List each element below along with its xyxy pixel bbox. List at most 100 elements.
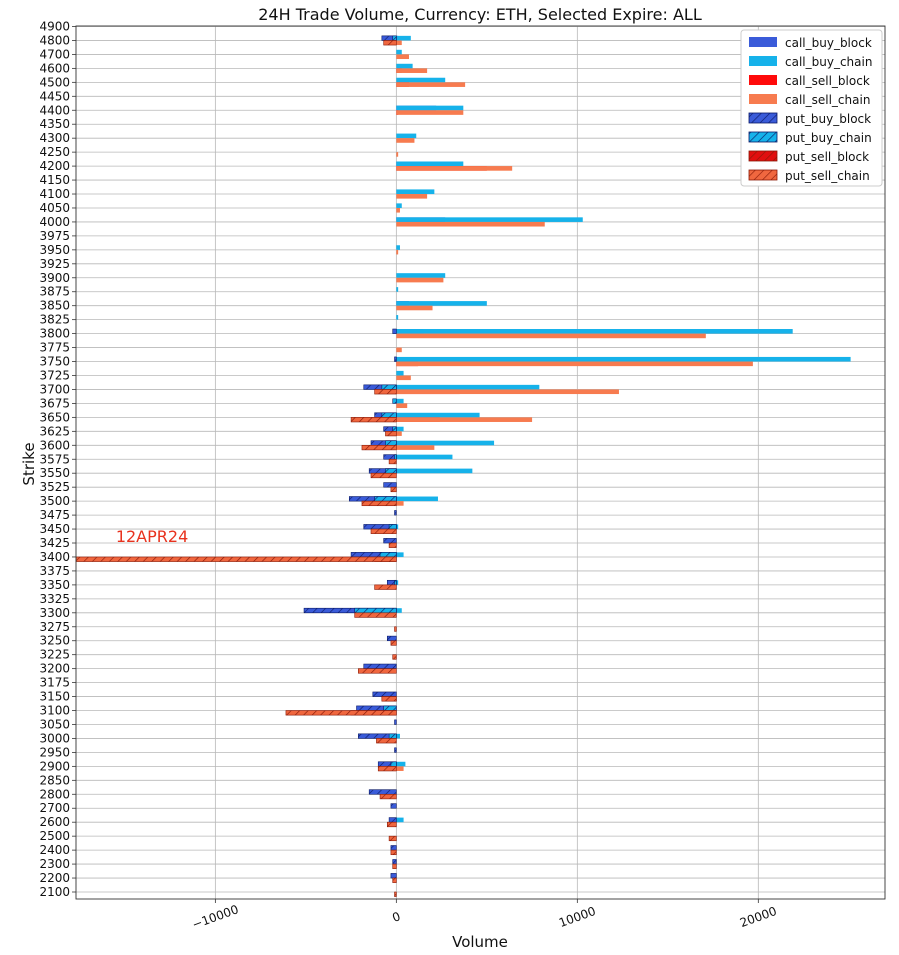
- y-tick-label: 3800: [39, 327, 70, 341]
- legend-swatch-call_buy_block: [749, 37, 777, 47]
- bar-call_sell_chain: [396, 221, 545, 227]
- legend-label-call_buy_block: call_buy_block: [785, 36, 872, 50]
- bar-hatch-put_sell_chain: [390, 849, 397, 856]
- bar-hatch-put_buy_chain: [385, 440, 397, 446]
- y-tick-label: 3400: [39, 550, 70, 564]
- y-tick-label: 2100: [39, 885, 70, 899]
- y-tick-label: 4450: [39, 89, 70, 103]
- y-tick-label: 2500: [39, 829, 70, 843]
- bar-call_buy_chain: [396, 273, 446, 278]
- legend-label-call_buy_chain: call_buy_chain: [785, 55, 872, 69]
- y-tick-label: 3600: [39, 438, 70, 452]
- bar-call_sell_chain: [396, 138, 415, 143]
- bar-call_buy_chain: [396, 454, 453, 460]
- bar-call_buy_chain: [396, 301, 487, 306]
- bar-hatch-put_buy_chain: [392, 426, 397, 432]
- y-tick-label: 3275: [39, 620, 70, 634]
- bar-hatch-put_buy_block: [363, 663, 397, 669]
- y-tick-label: 3850: [39, 299, 70, 313]
- bar-hatch-put_buy_chain: [388, 733, 397, 739]
- bar-call_sell_chain: [396, 347, 402, 353]
- bar-hatch-put_buy_chain: [354, 607, 397, 614]
- bar-hatch-put_sell_chain: [350, 417, 397, 423]
- legend-swatch-call_buy_chain: [749, 56, 777, 66]
- y-tick-label: 3950: [39, 243, 70, 257]
- bar-call_sell_chain: [396, 766, 404, 771]
- bar-call_sell_chain: [396, 194, 428, 199]
- y-tick-label: 2800: [39, 787, 70, 801]
- bar-hatch-put_sell_chain: [390, 640, 397, 646]
- bar-call_sell_chain: [396, 277, 444, 283]
- annotation-expiry-label: 12APR24: [116, 527, 188, 546]
- bar-hatch-put_buy_chain: [388, 524, 397, 530]
- legend-swatch-hatch-put_sell_block: [748, 150, 778, 162]
- bar-hatch-put_buy_block: [394, 747, 397, 753]
- y-tick-label: 3100: [39, 704, 70, 718]
- y-tick-label: 4700: [39, 47, 70, 61]
- bar-hatch-put_sell_chain: [388, 542, 397, 548]
- y-tick-label: 3175: [39, 676, 70, 690]
- x-tick-label: 0: [390, 909, 402, 925]
- bar-call_buy_chain: [396, 370, 404, 376]
- bar-call_buy_chain: [396, 468, 473, 474]
- y-tick-label: 4400: [39, 103, 70, 117]
- bar-call_buy_chain: [396, 35, 411, 41]
- bar-call_buy_chain: [396, 412, 480, 418]
- bar-call_buy_chain: [396, 161, 464, 167]
- y-tick-label: 2200: [39, 871, 70, 885]
- bar-hatch-put_buy_block: [394, 510, 397, 516]
- bar-hatch-put_buy_block: [368, 789, 397, 795]
- bar-hatch-put_buy_block: [394, 356, 397, 362]
- bar-hatch-put_sell_chain: [358, 668, 397, 674]
- legend-label-put_sell_block: put_sell_block: [785, 150, 869, 164]
- y-tick-label: 2300: [39, 857, 70, 871]
- bar-hatch-put_sell_chain: [361, 444, 397, 451]
- y-tick-label: 3650: [39, 410, 70, 424]
- bar-hatch-put_buy_chain: [394, 579, 397, 586]
- y-axis-label: Strike: [20, 442, 38, 485]
- legend-swatch-hatch-put_sell_chain: [748, 169, 778, 181]
- bar-call_buy_chain: [396, 329, 793, 334]
- legend-label-call_sell_block: call_sell_block: [785, 74, 870, 88]
- bar-call_sell_chain: [396, 445, 435, 450]
- bar-hatch-put_sell_chain: [394, 626, 397, 632]
- bar-hatch-put_sell_chain: [392, 863, 397, 869]
- y-tick-label: 3700: [39, 382, 70, 396]
- bar-hatch-put_sell_chain: [374, 389, 397, 395]
- bar-hatch-put_sell_chain: [388, 458, 397, 465]
- bar-call_buy_chain: [396, 817, 404, 823]
- y-tick-label: 3450: [39, 522, 70, 536]
- y-tick-label: 3725: [39, 368, 70, 382]
- y-tick-label: 4300: [39, 131, 70, 145]
- legend: call_buy_block call_buy_chain call_sell_bl…: [740, 29, 883, 187]
- y-tick-label: 3150: [39, 690, 70, 704]
- bar-call_buy_chain: [396, 496, 438, 502]
- y-tick-label: 4500: [39, 75, 70, 89]
- y-tick-label: 3875: [39, 285, 70, 299]
- x-tick-label: 10000: [557, 904, 598, 930]
- bar-hatch-put_sell_chain: [75, 556, 397, 562]
- bar-call_buy_chain: [396, 189, 435, 195]
- y-tick-label: 2400: [39, 843, 70, 857]
- bar-hatch-put_sell_chain: [370, 528, 397, 534]
- y-tick-label: 3200: [39, 662, 70, 676]
- y-tick-label: 4600: [39, 61, 70, 75]
- bar-call_buy_chain: [396, 245, 400, 250]
- bar-hatch-put_buy_chain: [381, 412, 397, 418]
- bar-hatch-put_sell_chain: [354, 612, 397, 618]
- y-tick-label: 4100: [39, 187, 70, 201]
- bar-hatch-put_sell_chain: [390, 486, 397, 493]
- legend-label-call_sell_chain: call_sell_chain: [785, 93, 870, 107]
- bar-hatch-put_buy_chain: [392, 35, 397, 41]
- bar-call_buy_chain: [396, 217, 583, 222]
- bar-hatch-put_sell_chain: [386, 821, 397, 828]
- y-tick-label: 3475: [39, 508, 70, 522]
- bar-call_buy_chain: [396, 580, 399, 585]
- y-tick-label: 3525: [39, 480, 70, 494]
- bar-call_buy_chain: [396, 133, 417, 139]
- bar-call_buy_chain: [396, 398, 404, 404]
- y-tick-label: 4150: [39, 173, 70, 187]
- bar-call_sell_chain: [396, 501, 404, 506]
- bar-call_buy_chain: [396, 426, 404, 432]
